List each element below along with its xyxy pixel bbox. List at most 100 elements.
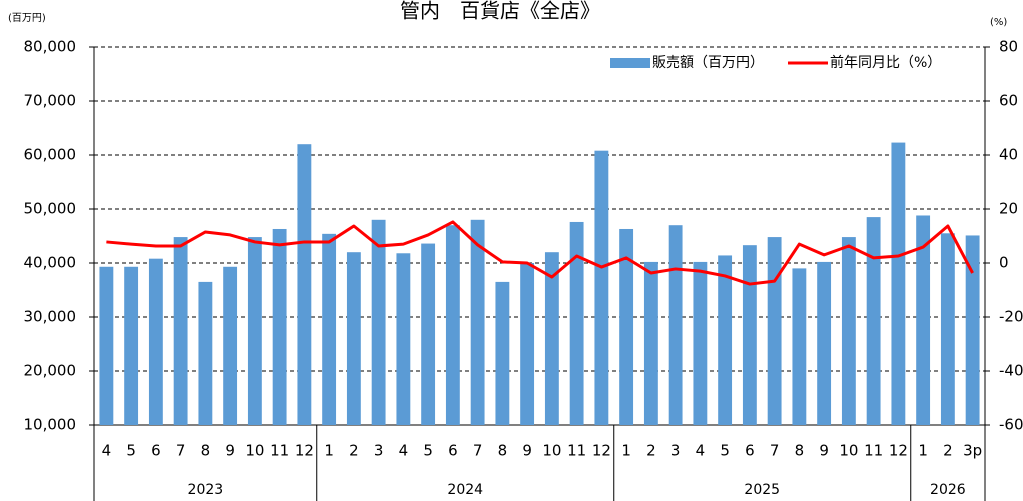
x-tick-label: 9	[819, 442, 829, 460]
bar	[396, 253, 411, 425]
bar	[198, 281, 213, 425]
x-tick-label: 3	[374, 442, 384, 460]
bar	[668, 225, 683, 425]
y-tick-label: 80,000	[24, 38, 77, 56]
bar	[742, 245, 757, 425]
bar	[594, 150, 609, 425]
x-tick-label: 1	[621, 442, 631, 460]
x-tick-label: 9	[522, 442, 532, 460]
x-group-label: 2026	[930, 482, 966, 498]
y2-tick-label: -40	[999, 362, 1023, 380]
legend-swatch	[610, 58, 650, 68]
bar	[965, 235, 980, 425]
y2-tick-label: 0	[999, 254, 1009, 272]
y-unit: (百万円)	[8, 12, 46, 24]
x-tick-label: 4	[696, 442, 706, 460]
bar	[619, 228, 634, 425]
x-group-label: 2024	[447, 482, 483, 498]
bar	[817, 261, 832, 425]
x-tick-label: 2	[349, 442, 359, 460]
x-tick-label: 2	[646, 442, 656, 460]
bar	[643, 261, 658, 425]
x-tick-label: 4	[399, 442, 409, 460]
bar	[173, 237, 188, 425]
y2-tick-label: -20	[999, 308, 1023, 326]
x-tick-label: 12	[889, 442, 908, 460]
legend-label: 前年同月比（%）	[830, 54, 941, 71]
bar	[866, 217, 881, 425]
x-tick-label: 11	[270, 442, 289, 460]
y-tick-label: 20,000	[24, 362, 77, 380]
x-tick-label: 2	[943, 442, 953, 460]
bar	[223, 266, 238, 425]
x-tick-label: 10	[542, 442, 561, 460]
x-tick-label: 10	[839, 442, 858, 460]
bar	[124, 266, 139, 425]
bar	[371, 219, 386, 425]
bar	[148, 258, 163, 425]
y-tick-label: 10,000	[24, 416, 77, 434]
bar	[272, 228, 287, 425]
y-tick-label: 60,000	[24, 146, 77, 164]
bar	[916, 215, 931, 425]
bar	[495, 281, 510, 425]
chart-title: 管内 百貨店《全店》	[400, 0, 600, 23]
x-tick-label: 7	[770, 442, 780, 460]
bar	[346, 252, 361, 425]
x-tick-label: 5	[423, 442, 433, 460]
line	[106, 220, 974, 286]
bar	[891, 142, 906, 425]
bar	[445, 225, 460, 425]
x-tick-label: 8	[201, 442, 211, 460]
x-tick-label: 1	[918, 442, 928, 460]
x-tick-label: 7	[176, 442, 186, 460]
x-tick-label: 8	[498, 442, 508, 460]
x-tick-label: 10	[245, 442, 264, 460]
bar	[99, 266, 114, 425]
bar	[569, 221, 584, 425]
x-tick-label: 12	[592, 442, 611, 460]
x-tick-label: 5	[126, 442, 136, 460]
x-tick-label: 1	[324, 442, 334, 460]
x-tick-label: 6	[151, 442, 161, 460]
x-tick-label: 11	[567, 442, 586, 460]
x-tick-label: 11	[864, 442, 883, 460]
bar	[322, 233, 337, 425]
x-tick-label: 4	[102, 442, 112, 460]
bar	[421, 243, 436, 425]
y2-tick-label: 20	[999, 200, 1018, 218]
x-tick-label: 5	[720, 442, 730, 460]
y2-tick-label: -60	[999, 416, 1023, 434]
bar	[544, 252, 559, 425]
bar	[297, 144, 312, 425]
y2-unit: (%)	[990, 17, 1007, 28]
x-tick-label: 3	[671, 442, 681, 460]
x-tick-label: 9	[225, 442, 235, 460]
x-tick-label: 6	[448, 442, 458, 460]
y2-tick-label: 80	[999, 38, 1018, 56]
bar	[247, 237, 262, 425]
bar	[520, 263, 535, 425]
x-tick-label: 12	[295, 442, 314, 460]
y-tick-label: 50,000	[24, 200, 77, 218]
bar	[718, 255, 733, 425]
bar	[767, 237, 782, 425]
y2-tick-label: 60	[999, 92, 1018, 110]
x-group-label: 2023	[188, 482, 224, 498]
legend-label: 販売額（百万円）	[652, 55, 764, 71]
x-tick-label: 3p	[963, 442, 982, 460]
x-tick-label: 8	[795, 442, 805, 460]
bar	[792, 268, 807, 425]
bar	[940, 233, 955, 425]
x-tick-label: 6	[745, 442, 755, 460]
x-group-label: 2025	[744, 482, 780, 498]
y-tick-label: 40,000	[24, 254, 77, 272]
y2-tick-label: 40	[999, 146, 1018, 164]
y-tick-label: 30,000	[24, 308, 77, 326]
x-tick-label: 7	[473, 442, 483, 460]
bar	[470, 219, 485, 425]
bar	[841, 237, 856, 425]
bar	[693, 261, 708, 425]
y-tick-label: 70,000	[24, 92, 77, 110]
